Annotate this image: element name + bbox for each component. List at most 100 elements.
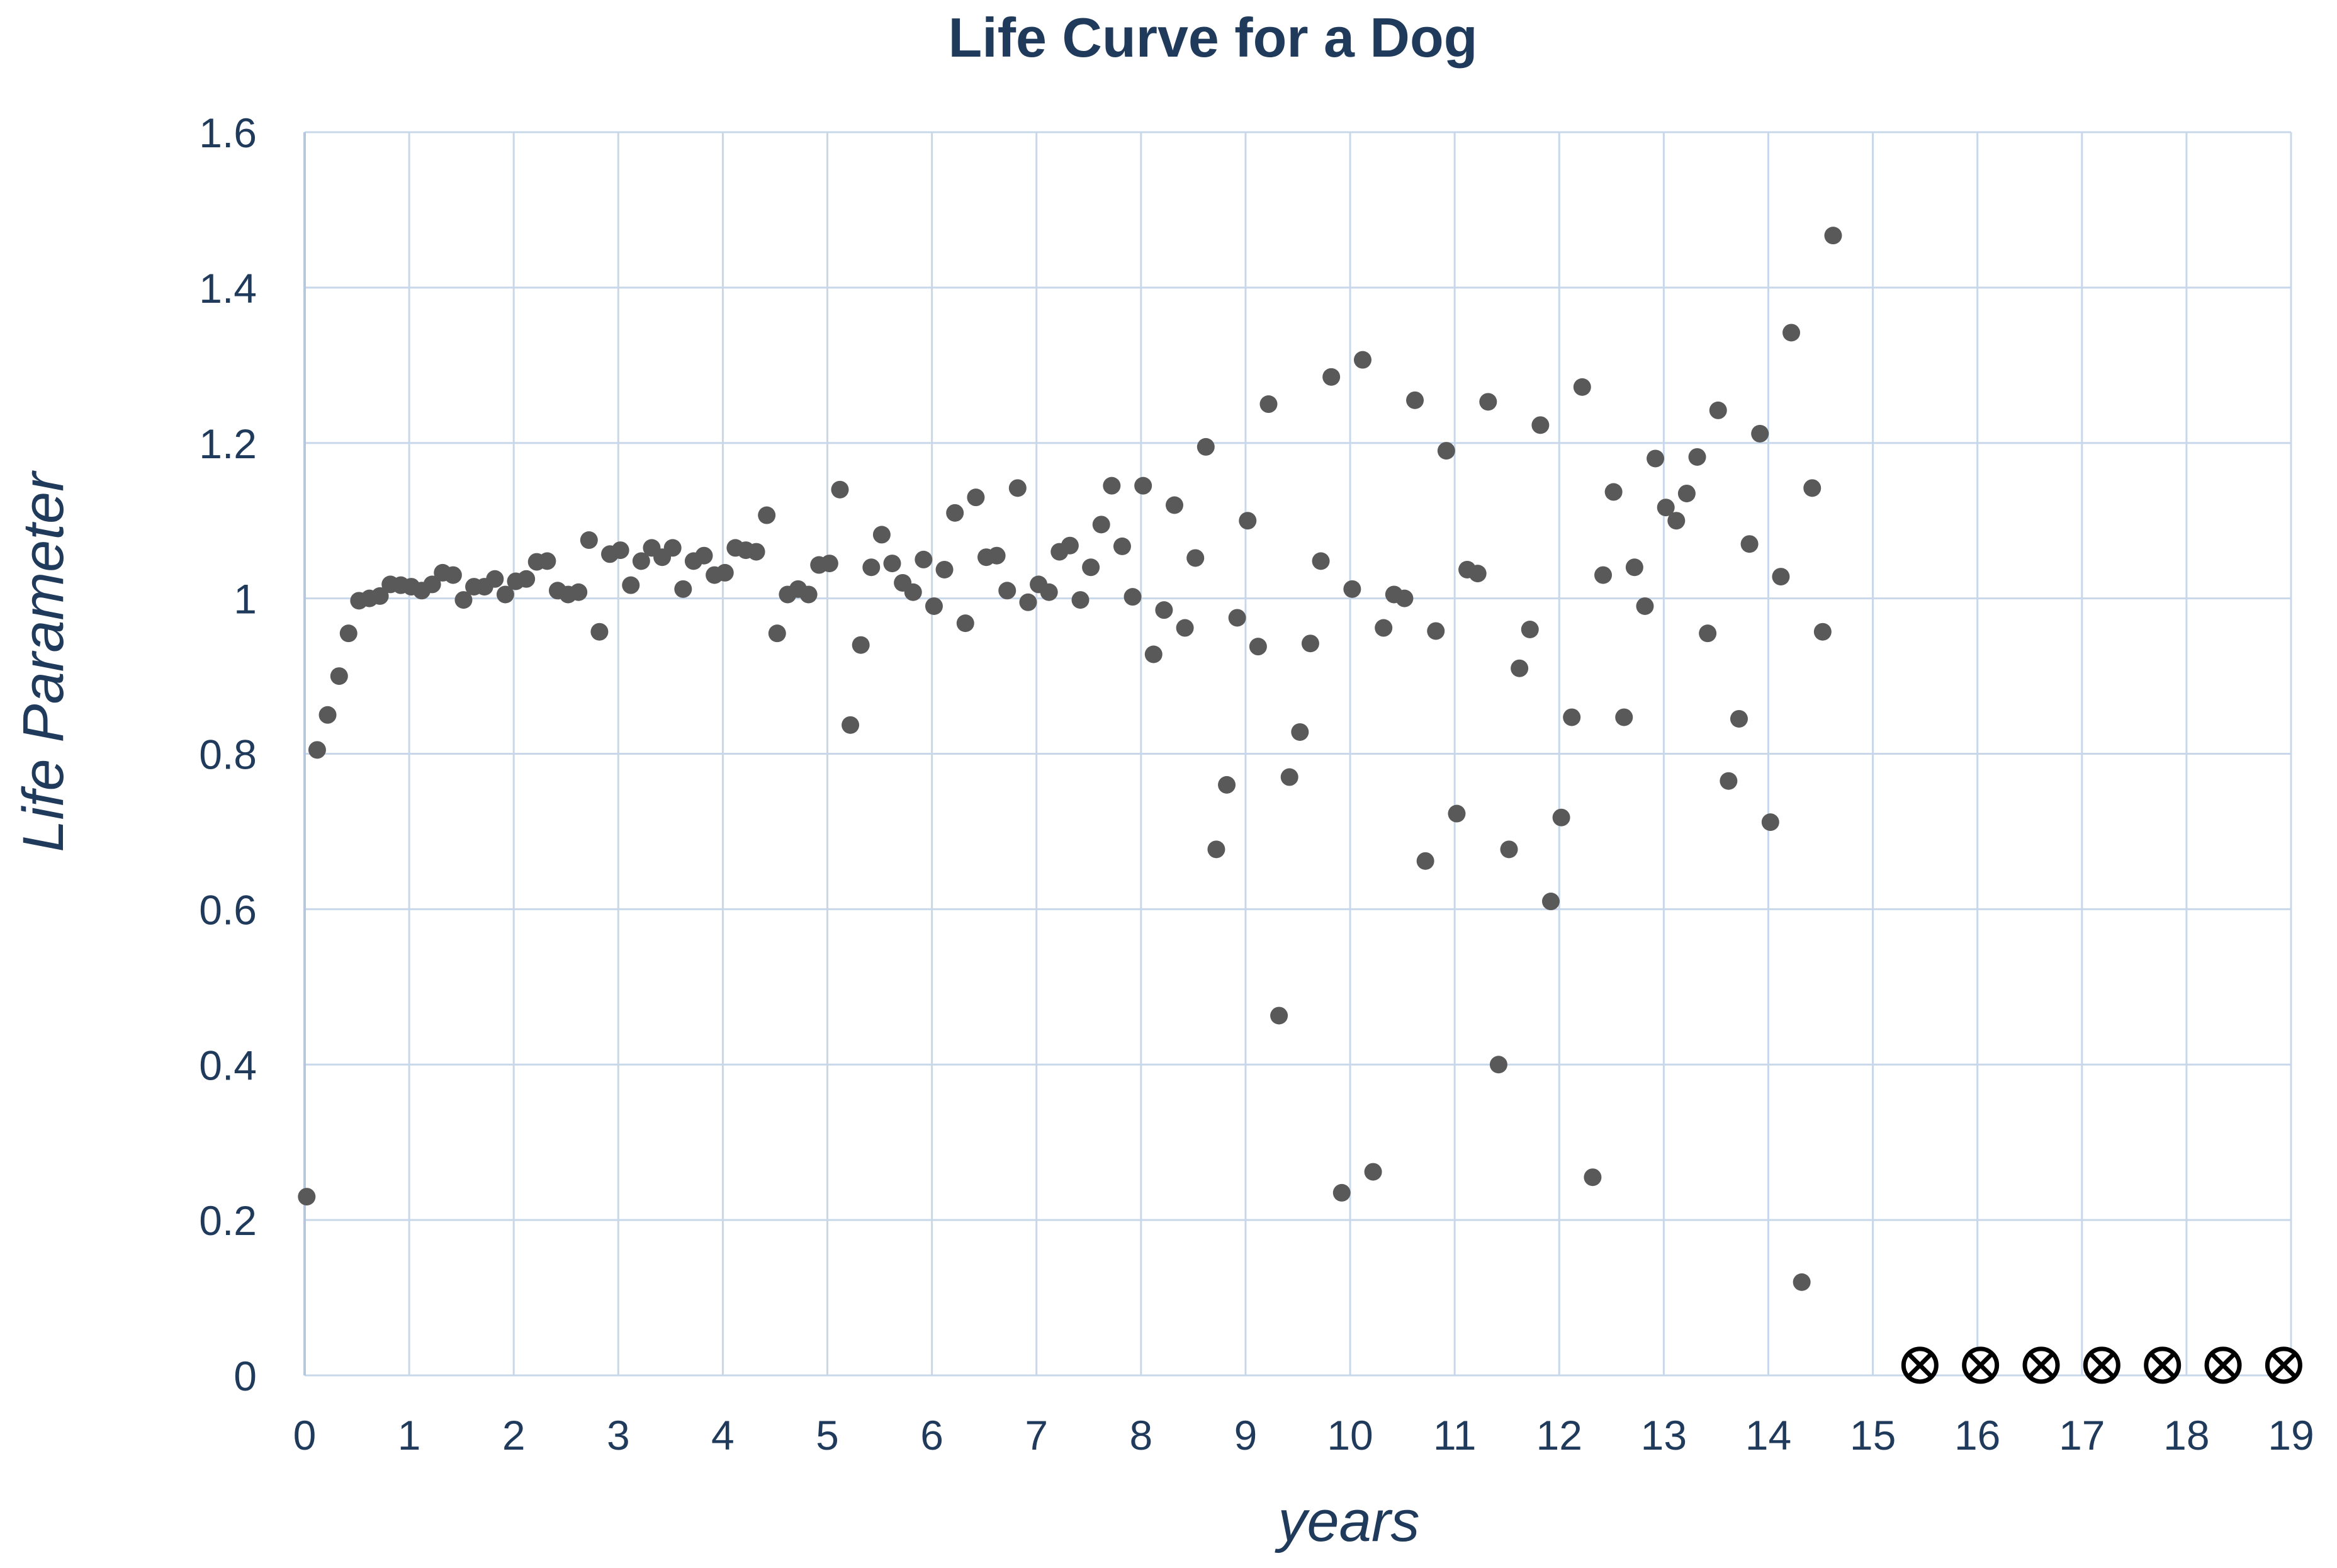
- data-point: [842, 716, 860, 734]
- data-point: [1720, 772, 1738, 790]
- data-point: [1144, 645, 1163, 663]
- data-point: [988, 546, 1006, 565]
- data-point: [1584, 1168, 1602, 1187]
- x-tick-label: 6: [920, 1412, 943, 1458]
- data-point: [1353, 351, 1371, 369]
- data-point: [1176, 619, 1194, 637]
- data-point: [695, 546, 713, 565]
- x-tick-label: 10: [1327, 1412, 1373, 1458]
- y-tick-label: 0.8: [199, 731, 257, 778]
- data-point: [1123, 588, 1142, 606]
- data-point: [1301, 635, 1319, 653]
- data-point: [1636, 597, 1654, 615]
- data-point: [632, 552, 650, 570]
- data-point: [998, 582, 1016, 600]
- y-axis-label: Life Parameter: [11, 470, 76, 852]
- data-point: [1541, 893, 1560, 911]
- y-tick-label: 0.6: [199, 886, 257, 933]
- data-point: [1165, 496, 1183, 514]
- y-tick-label: 0: [234, 1353, 257, 1399]
- data-point: [517, 570, 536, 588]
- data-point: [486, 570, 504, 588]
- data-point: [496, 585, 514, 604]
- data-point: [538, 552, 556, 570]
- data-point: [862, 558, 881, 577]
- data-point: [1375, 619, 1393, 637]
- data-point: [1259, 395, 1278, 414]
- data-point: [1479, 393, 1497, 411]
- data-point: [330, 667, 348, 685]
- data-point: [1071, 591, 1090, 609]
- y-tick-label: 0.2: [199, 1197, 257, 1244]
- x-tick-label: 5: [816, 1412, 839, 1458]
- data-point: [1092, 516, 1110, 534]
- data-point: [1813, 623, 1832, 641]
- data-point: [1667, 512, 1686, 530]
- data-point: [1280, 768, 1298, 786]
- data-point: [1563, 708, 1581, 726]
- data-point: [1511, 659, 1529, 677]
- data-point: [1625, 558, 1643, 577]
- data-point: [1740, 535, 1759, 553]
- data-point: [915, 550, 933, 568]
- x-tick-label: 16: [1954, 1412, 2000, 1458]
- data-point: [820, 555, 838, 573]
- x-tick-label: 18: [2163, 1412, 2209, 1458]
- end-of-life-marker: [1962, 1346, 2000, 1384]
- data-point: [1657, 499, 1675, 517]
- data-point: [1688, 448, 1706, 466]
- data-point: [1395, 589, 1414, 607]
- data-point: [883, 555, 901, 573]
- data-point: [1468, 565, 1487, 583]
- data-point: [590, 623, 609, 641]
- data-point: [1615, 708, 1633, 726]
- x-axis-ticks: 0 1 2 3 4 5 6 7 8 9 10 11 12 13 14 15 16 17 18 19: [293, 1412, 2314, 1458]
- grid-lines: [303, 131, 2292, 1377]
- data-point: [1332, 1183, 1351, 1202]
- data-point: [1416, 852, 1434, 870]
- data-point: [1197, 437, 1215, 456]
- data-point: [1531, 416, 1550, 434]
- x-tick-label: 12: [1536, 1412, 1582, 1458]
- data-point: [967, 488, 985, 507]
- end-of-life-marker: [2022, 1346, 2060, 1384]
- data-point: [1008, 479, 1027, 497]
- end-of-life-marker: [2144, 1346, 2182, 1384]
- x-tick-label: 1: [398, 1412, 421, 1458]
- data-point: [1751, 424, 1769, 443]
- data-point: [758, 506, 776, 524]
- x-tick-label: 2: [502, 1412, 526, 1458]
- data-point: [1312, 552, 1330, 570]
- data-point: [1134, 477, 1152, 495]
- data-point: [444, 566, 462, 584]
- data-point: [1761, 813, 1779, 832]
- data-point: [1270, 1007, 1288, 1025]
- x-tick-label: 8: [1129, 1412, 1152, 1458]
- data-point: [1604, 483, 1623, 501]
- x-tick-label: 17: [2059, 1412, 2105, 1458]
- x-tick-label: 11: [1433, 1412, 1477, 1458]
- data-point: [1594, 566, 1613, 584]
- data-point: [1239, 512, 1257, 530]
- x-tick-label: 9: [1234, 1412, 1258, 1458]
- data-point: [1343, 580, 1361, 598]
- data-point: [1207, 840, 1225, 859]
- end-of-life-marker: [2265, 1346, 2302, 1384]
- x-tick-label: 14: [1745, 1412, 1791, 1458]
- x-tick-label: 15: [1850, 1412, 1896, 1458]
- data-point: [1427, 622, 1445, 640]
- data-point: [611, 541, 629, 560]
- data-point: [799, 585, 818, 604]
- data-point: [339, 624, 358, 643]
- y-axis-ticks: 0 0.2 0.4 0.6 0.8 1 1.2 1.4 1.6: [199, 110, 257, 1399]
- y-tick-label: 1.6: [199, 110, 257, 156]
- data-point: [1489, 1056, 1507, 1074]
- data-point: [1155, 601, 1173, 619]
- data-point: [747, 543, 765, 561]
- data-point: [852, 636, 870, 654]
- data-point: [1552, 808, 1570, 826]
- data-point: [1364, 1163, 1382, 1181]
- x-tick-label: 3: [607, 1412, 630, 1458]
- data-point: [831, 480, 849, 499]
